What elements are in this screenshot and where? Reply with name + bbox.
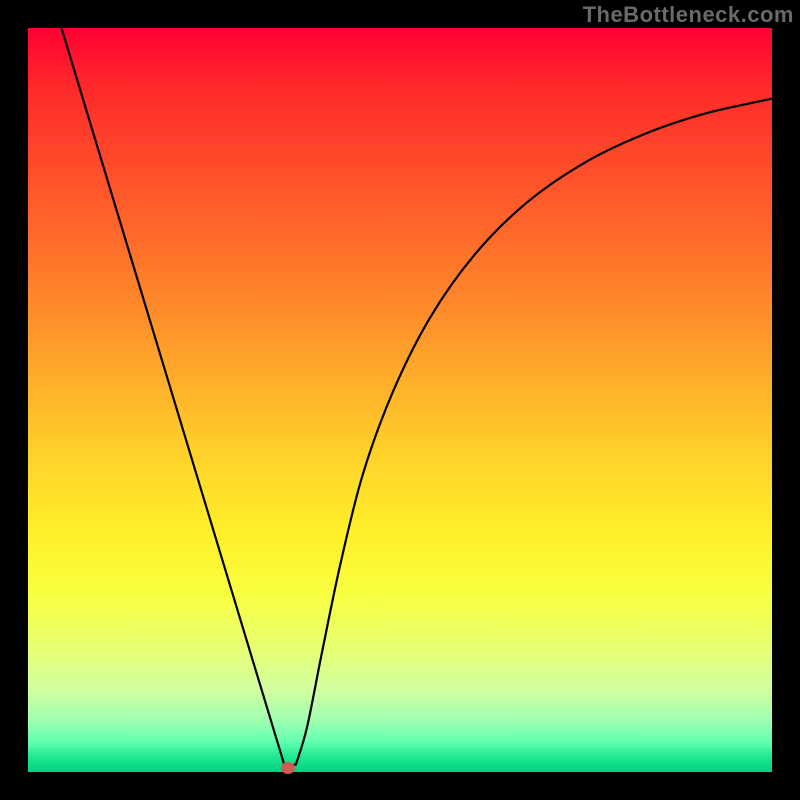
chart-frame: TheBottleneck.com: [0, 0, 800, 800]
plot-area: [28, 28, 772, 772]
min-point-marker: [281, 762, 295, 774]
curve-svg: [28, 28, 772, 772]
watermark-text: TheBottleneck.com: [583, 2, 794, 28]
